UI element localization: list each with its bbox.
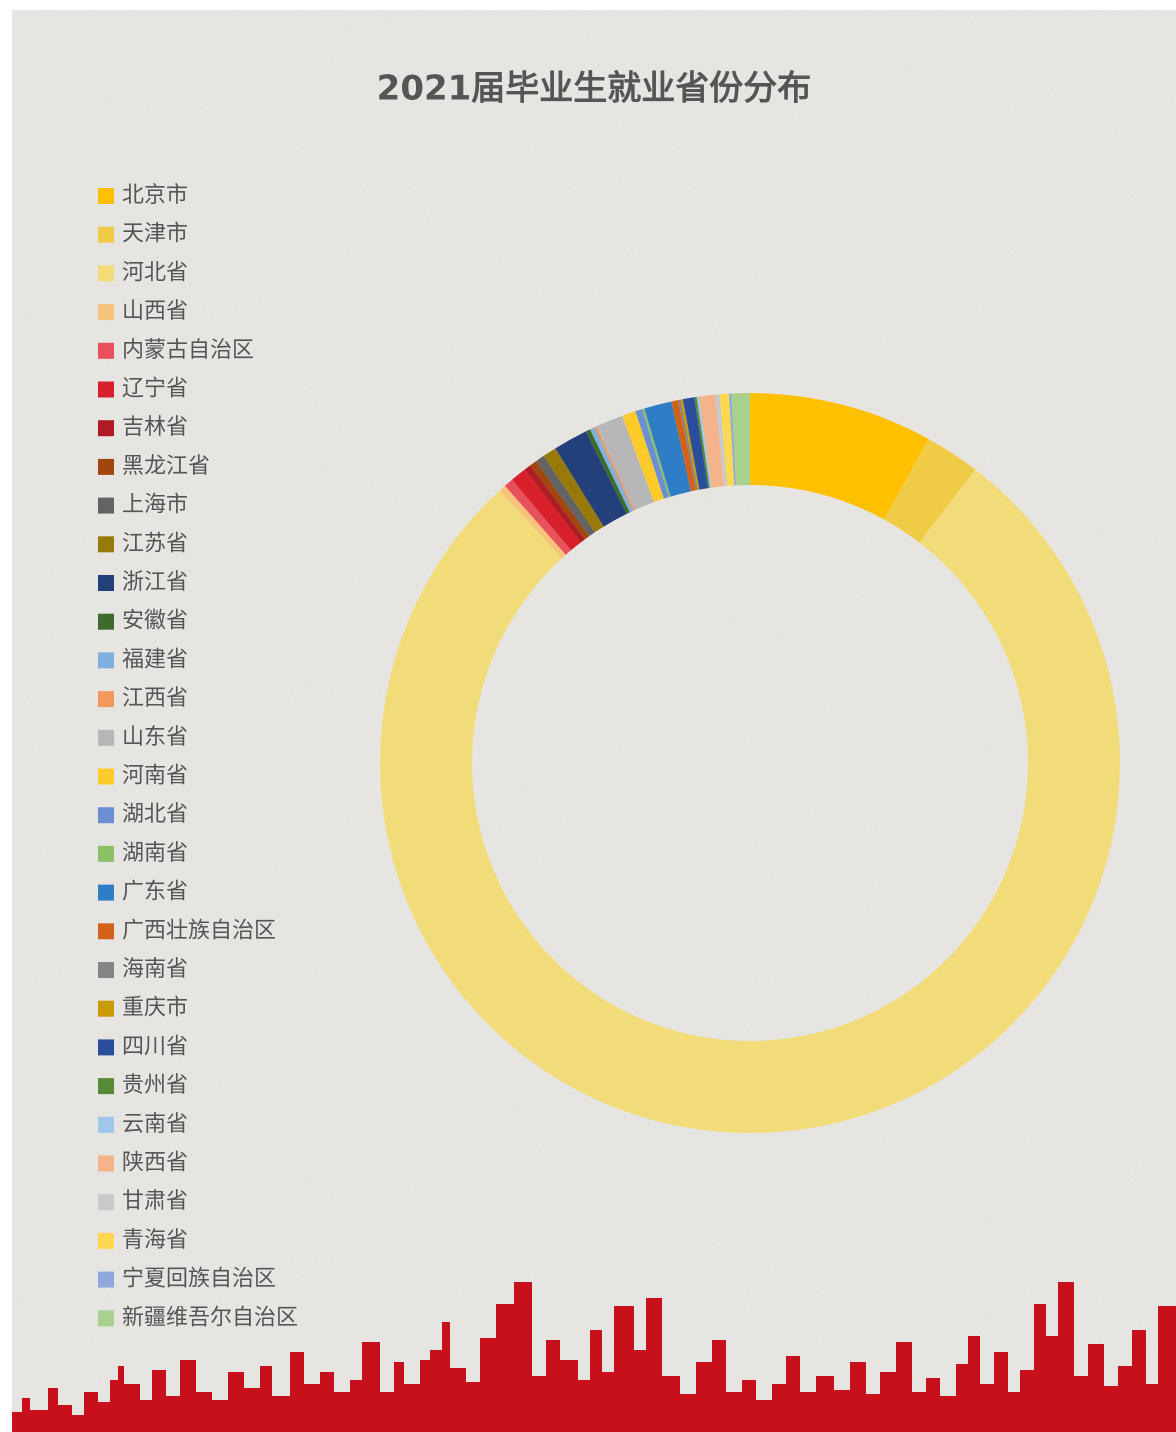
legend-swatch bbox=[98, 614, 114, 630]
legend-swatch bbox=[98, 575, 114, 591]
legend-label: 北京市 bbox=[122, 183, 188, 208]
legend-swatch bbox=[98, 923, 114, 939]
page: 2021届毕业生就业省份分布 北京市天津市河北省山西省内蒙古自治区辽宁省吉林省黑… bbox=[0, 0, 1176, 1432]
legend-swatch bbox=[98, 691, 114, 707]
legend-swatch bbox=[98, 304, 114, 320]
legend-label: 贵州省 bbox=[122, 1073, 188, 1098]
chart: 2021届毕业生就业省份分布 北京市天津市河北省山西省内蒙古自治区辽宁省吉林省黑… bbox=[0, 0, 1176, 1432]
legend-swatch bbox=[98, 382, 114, 398]
legend-swatch bbox=[98, 730, 114, 746]
legend-label: 安徽省 bbox=[122, 609, 188, 634]
legend-label: 江苏省 bbox=[122, 531, 188, 556]
legend-swatch bbox=[98, 343, 114, 359]
legend-swatch bbox=[98, 807, 114, 823]
legend-label: 山东省 bbox=[122, 725, 188, 750]
chart-title: 2021届毕业生就业省份分布 bbox=[377, 69, 812, 109]
legend-label: 甘肃省 bbox=[122, 1189, 188, 1214]
legend-label: 湖北省 bbox=[122, 802, 188, 827]
legend-label: 浙江省 bbox=[122, 570, 188, 595]
legend-label: 云南省 bbox=[122, 1112, 188, 1137]
legend-swatch bbox=[98, 188, 114, 204]
legend-swatch bbox=[98, 1001, 114, 1017]
legend-label: 四川省 bbox=[122, 1034, 188, 1059]
legend-swatch bbox=[98, 459, 114, 475]
legend-label: 天津市 bbox=[122, 222, 188, 247]
legend-swatch bbox=[98, 1156, 114, 1172]
legend-swatch bbox=[98, 498, 114, 514]
legend-label: 福建省 bbox=[122, 647, 188, 672]
legend-label: 广东省 bbox=[122, 880, 188, 905]
legend-label: 海南省 bbox=[122, 957, 188, 982]
legend-swatch bbox=[98, 1233, 114, 1249]
legend-swatch bbox=[98, 885, 114, 901]
legend-label: 河南省 bbox=[122, 764, 188, 789]
legend-swatch bbox=[98, 536, 114, 552]
legend-swatch bbox=[98, 1078, 114, 1094]
legend-label: 上海市 bbox=[122, 493, 188, 518]
legend-label: 黑龙江省 bbox=[122, 454, 210, 479]
legend-label: 吉林省 bbox=[122, 415, 188, 440]
legend-label: 新疆维吾尔自治区 bbox=[122, 1305, 298, 1330]
legend-swatch bbox=[98, 265, 114, 281]
legend-label: 辽宁省 bbox=[122, 377, 188, 402]
legend-swatch bbox=[98, 769, 114, 785]
legend-swatch bbox=[98, 1117, 114, 1133]
legend-swatch bbox=[98, 1194, 114, 1210]
legend-swatch bbox=[98, 1310, 114, 1326]
legend-label: 内蒙古自治区 bbox=[122, 338, 254, 363]
legend-label: 湖南省 bbox=[122, 841, 188, 866]
legend-swatch bbox=[98, 1039, 114, 1055]
legend-label: 江西省 bbox=[122, 686, 188, 711]
legend-swatch bbox=[98, 420, 114, 436]
legend-label: 青海省 bbox=[122, 1228, 188, 1253]
legend-label: 广西壮族自治区 bbox=[122, 918, 276, 943]
legend-swatch bbox=[98, 1272, 114, 1288]
legend-swatch bbox=[98, 652, 114, 668]
legend-swatch bbox=[98, 962, 114, 978]
legend-label: 陕西省 bbox=[122, 1151, 188, 1176]
legend-label: 山西省 bbox=[122, 299, 188, 324]
legend-label: 宁夏回族自治区 bbox=[122, 1267, 276, 1292]
legend-label: 河北省 bbox=[122, 260, 188, 285]
legend-label: 重庆市 bbox=[122, 996, 188, 1021]
legend-swatch bbox=[98, 846, 114, 862]
legend-swatch bbox=[98, 227, 114, 243]
